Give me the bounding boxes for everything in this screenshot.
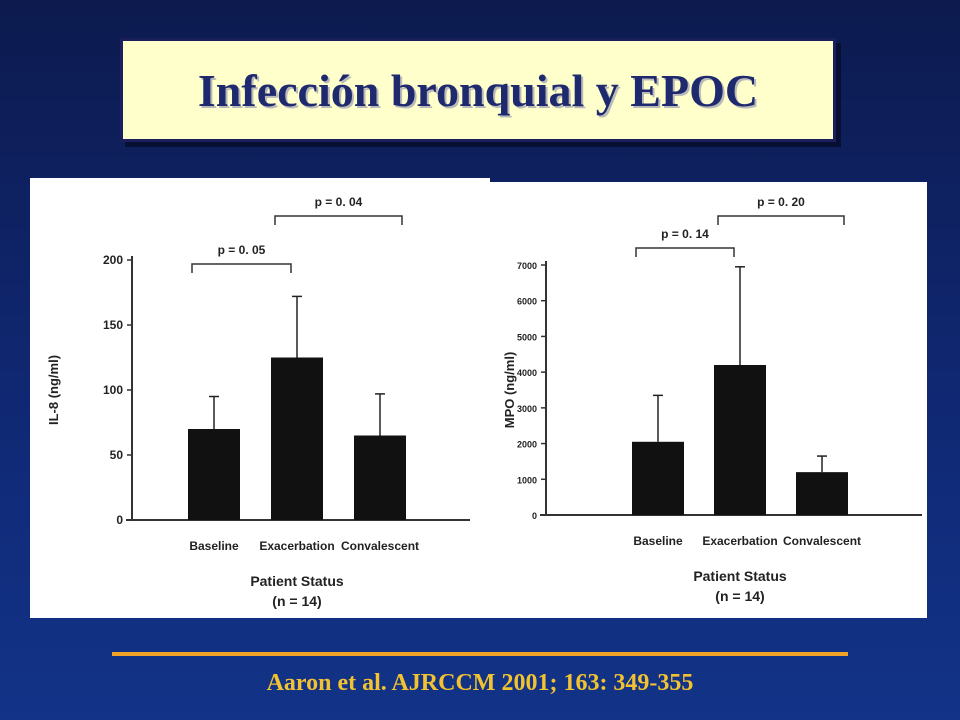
x-tick-label: Baseline [633, 534, 683, 548]
y-tick-label: 50 [110, 448, 124, 462]
y-axis-label: IL-8 (ng/ml) [46, 355, 61, 425]
x-tick-label: Convalescent [783, 534, 861, 548]
x-axis-sublabel: (n = 14) [272, 593, 321, 609]
p-value-label: p = 0. 20 [757, 195, 805, 209]
bar-exacerbation [714, 365, 766, 515]
citation: Aaron et al. AJRCCM 2001; 163: 349-355 [266, 670, 694, 696]
y-tick-label: 150 [103, 318, 123, 332]
y-tick-label: 0 [532, 511, 537, 521]
p-value-label: p = 0. 05 [218, 243, 266, 257]
bar-convalescent [354, 435, 406, 520]
x-tick-label: Exacerbation [259, 539, 334, 553]
il8-chart: 0 50 100 150 200 IL-8 (ng/ml) Baseline Exacerba… [46, 195, 470, 609]
bar-baseline [188, 429, 240, 520]
bar-baseline [632, 441, 684, 515]
title-box: Infección bronquial y EPOC [120, 38, 836, 142]
y-tick-label: 100 [103, 383, 123, 397]
y-tick-label: 4000 [517, 368, 537, 378]
mpo-chart: 0 1000 2000 3000 4000 5000 6000 7000 MPO (ng/ml)… [502, 195, 922, 604]
x-tick-label: Baseline [189, 539, 239, 553]
significance-bracket [717, 215, 845, 225]
y-tick-label: 2000 [517, 440, 537, 450]
y-tick-label: 0 [116, 513, 123, 527]
divider-rule [112, 652, 848, 656]
slide-title: Infección bronquial y EPOC [197, 64, 759, 116]
y-tick-label: 6000 [517, 297, 537, 307]
y-tick-label: 200 [103, 253, 123, 267]
il8-chart-panel: 0 50 100 150 200 IL-8 (ng/ml) Baseline Exacerba… [30, 178, 490, 618]
bar-convalescent [796, 472, 848, 515]
x-tick-label: Exacerbation [702, 534, 777, 548]
x-axis-label: Patient Status [693, 568, 787, 584]
y-axis-label: MPO (ng/ml) [502, 352, 517, 429]
x-tick-label: Convalescent [341, 539, 419, 553]
p-value-label: p = 0. 04 [315, 195, 363, 209]
x-axis-label: Patient Status [250, 573, 344, 589]
mpo-chart-panel: 0 1000 2000 3000 4000 5000 6000 7000 MPO (ng/ml)… [490, 182, 927, 618]
significance-bracket [635, 247, 735, 257]
significance-bracket [191, 263, 292, 273]
y-tick-label: 1000 [517, 475, 537, 485]
y-tick-label: 5000 [517, 332, 537, 342]
x-axis-sublabel: (n = 14) [715, 588, 764, 604]
significance-bracket [274, 215, 403, 225]
y-tick-label: 7000 [517, 261, 537, 271]
y-tick-label: 3000 [517, 404, 537, 414]
bar-exacerbation [271, 357, 323, 520]
p-value-label: p = 0. 14 [661, 227, 709, 241]
